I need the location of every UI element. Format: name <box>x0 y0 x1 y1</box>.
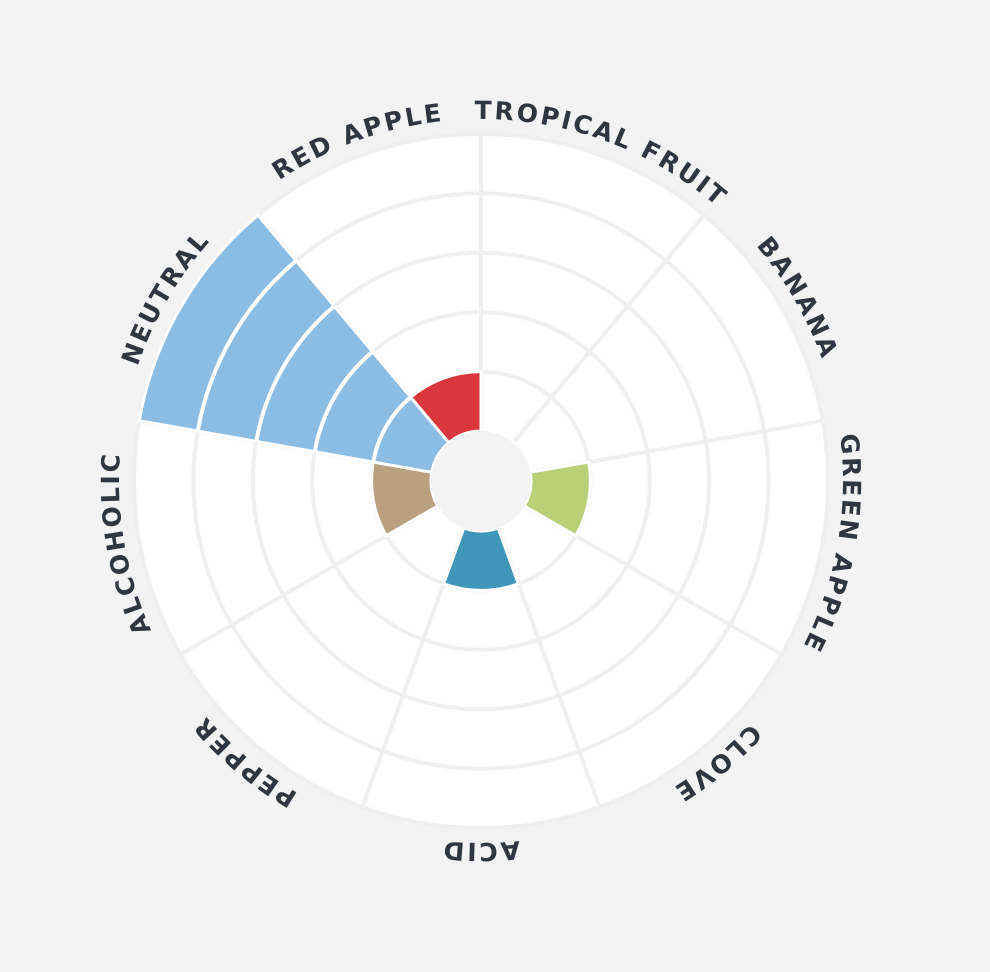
category-label: ACID <box>440 835 521 866</box>
center-hole <box>431 431 531 531</box>
level-divider <box>312 350 374 453</box>
level-divider <box>371 395 412 463</box>
level-divider <box>254 304 336 442</box>
category-label-path: ACID <box>440 835 519 866</box>
level-divider <box>195 259 298 432</box>
spoke <box>511 213 706 444</box>
